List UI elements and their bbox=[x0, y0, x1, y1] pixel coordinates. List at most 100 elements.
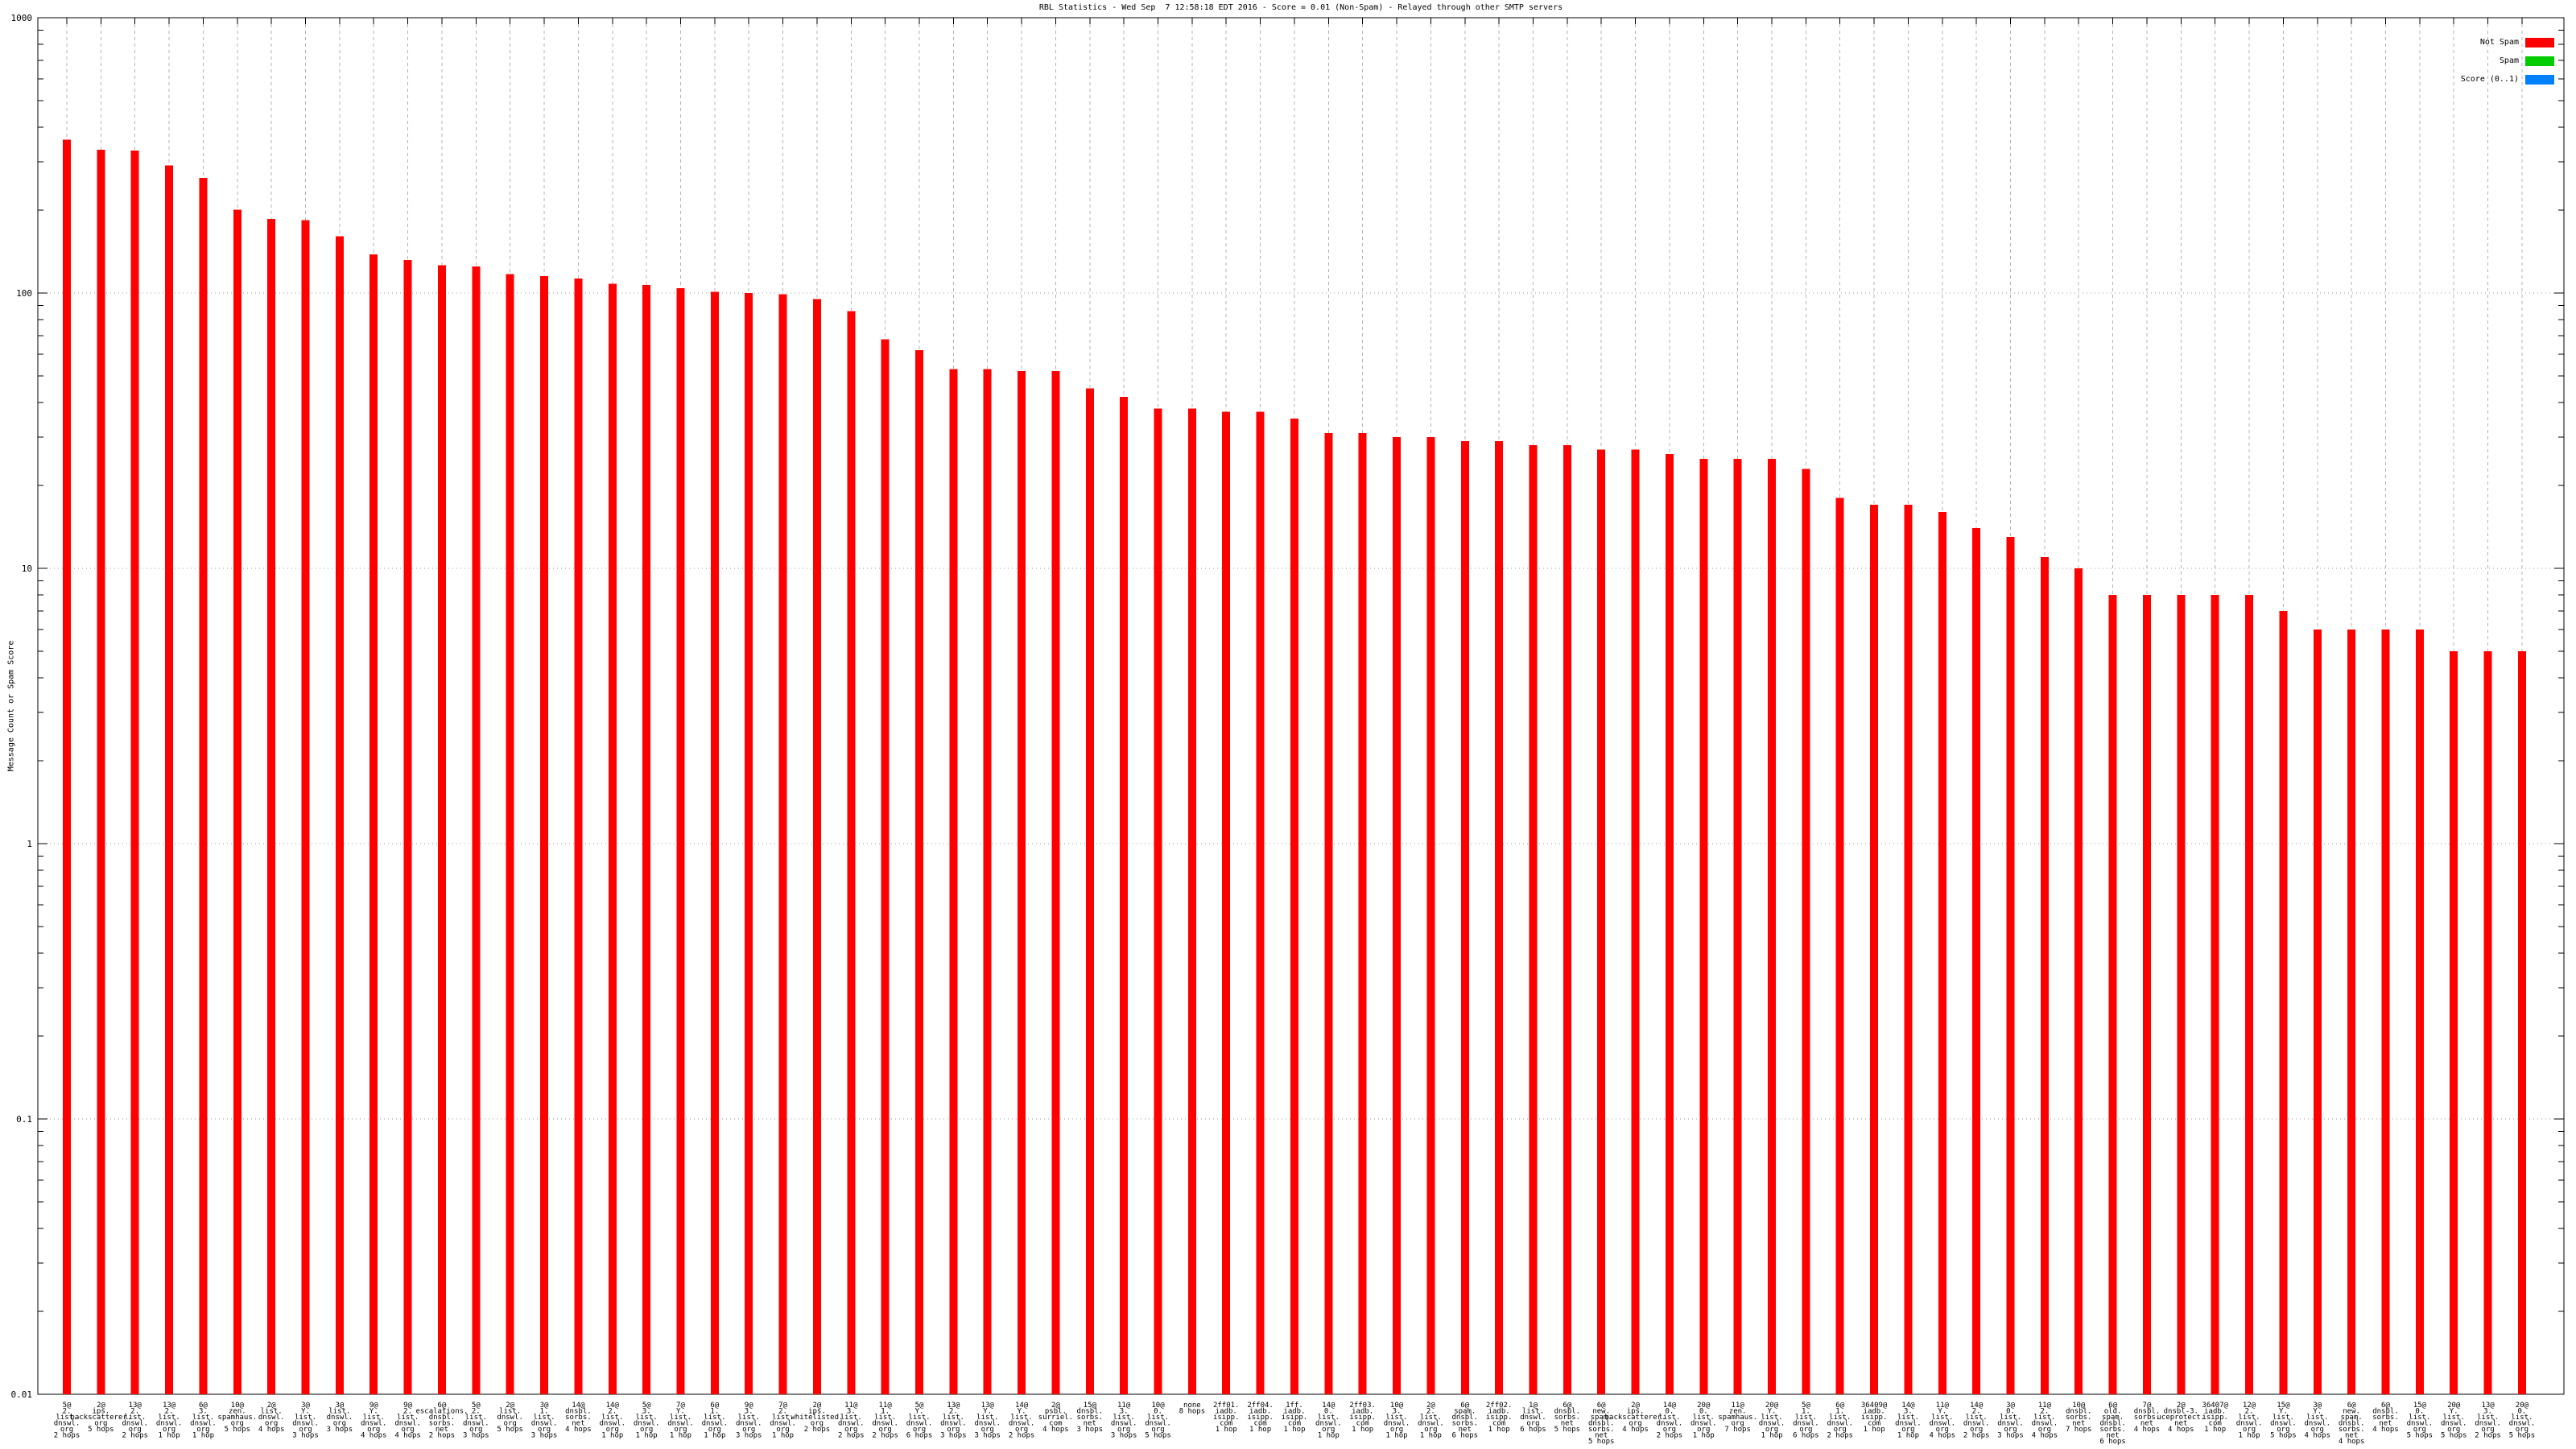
x-tick-label: 20@ Y. list. dnswl. org 5 hops bbox=[2441, 1402, 2467, 1440]
x-tick-label: 10@ dnsbl. sorbs. net 7 hops bbox=[2066, 1402, 2092, 1434]
bar bbox=[165, 165, 174, 1394]
bar bbox=[745, 293, 753, 1394]
bar bbox=[2040, 556, 2049, 1394]
bar bbox=[2142, 595, 2151, 1394]
x-tick-label: 15@ Y. list. dnswl. org 5 hops bbox=[2270, 1402, 2297, 1440]
x-tick-label: 9@ Y. list. dnswl. org 4 hops bbox=[361, 1402, 387, 1440]
x-tick-label: 2@ 2. list. dnswl. org 1 hop bbox=[1418, 1402, 1444, 1440]
x-tick-label: 36407@ iadb. isipp. com 1 hop bbox=[2202, 1402, 2228, 1434]
bar bbox=[1699, 458, 1708, 1394]
bar bbox=[1597, 449, 1606, 1394]
x-tick-label: 6@ dnsbl. sorbs. net 5 hops bbox=[1554, 1402, 1581, 1434]
bar bbox=[608, 283, 617, 1394]
bar bbox=[710, 291, 719, 1394]
x-tick-label: 11@ zen. spamhaus. org 7 hops bbox=[1718, 1402, 1757, 1434]
x-tick-label: 9@ 2. list. dnswl. org 4 hops bbox=[394, 1402, 421, 1440]
x-tick-label: 6@ 3. list. dnswl. org 1 hop bbox=[190, 1402, 217, 1440]
bar bbox=[1393, 436, 1402, 1395]
bar bbox=[642, 284, 651, 1395]
bar bbox=[1495, 440, 1504, 1394]
x-tick-label: 11@ Y. list. dnswl. org 4 hops bbox=[1930, 1402, 1956, 1440]
bar bbox=[2279, 610, 2288, 1394]
bar bbox=[1018, 371, 1026, 1395]
x-tick-label: 13@ 2. list. dnswl. org 3 hops bbox=[940, 1402, 967, 1440]
x-tick-label: 5@ 1. list. dnswl. org 6 hops bbox=[1793, 1402, 1819, 1440]
x-tick-label: 20@ 0. list. dnswl. org 5 hops bbox=[2509, 1402, 2536, 1440]
x-tick-label: 5@ 2. list. dnswl. org 3 hops bbox=[463, 1402, 489, 1440]
bar bbox=[2006, 537, 2015, 1394]
bar bbox=[2347, 629, 2356, 1394]
x-tick-label: 2@ ips. backscatterer. org 4 hops bbox=[1605, 1402, 1666, 1434]
bar bbox=[881, 339, 890, 1394]
x-tick-label: 10@ zen. spamhaus. org 5 hops bbox=[217, 1402, 257, 1434]
x-tick-label: 6@ 1. list. dnswl. org 2 hops bbox=[1827, 1402, 1853, 1440]
x-tick-label: 3@ list. dnswl. org 3 hops bbox=[327, 1402, 353, 1434]
y-tick-label: 1000 bbox=[11, 13, 33, 23]
x-tick-label: 5@ Y. list. dnswl. org 6 hops bbox=[906, 1402, 933, 1440]
x-tick-label: 13@ 3. list. dnswl. org 2 hops bbox=[2475, 1402, 2501, 1440]
x-tick-label: 6@ new. spam. dnsbl. sorbs. net 4 hops bbox=[2339, 1402, 2365, 1446]
x-tick-label: 2@ list. dnswl. org 5 hops bbox=[497, 1402, 523, 1434]
bar bbox=[1154, 408, 1162, 1395]
x-tick-label: 13@ 2. list. dnswl. org 1 hop bbox=[156, 1402, 183, 1440]
bar bbox=[1187, 408, 1196, 1395]
bar bbox=[130, 151, 139, 1394]
not-spam-swatch bbox=[2525, 37, 2554, 47]
bar bbox=[233, 209, 242, 1395]
bar bbox=[1665, 454, 1674, 1394]
x-tick-label: 1@ list. dnswl. org 6 hops bbox=[1520, 1402, 1546, 1434]
legend: Not Spam Spam Score (0..1) bbox=[2461, 33, 2554, 89]
bar bbox=[97, 149, 105, 1395]
bar bbox=[437, 265, 446, 1394]
bar bbox=[540, 276, 549, 1394]
bar bbox=[1529, 445, 1538, 1394]
x-tick-label: 11@ 1. list. dnswl. org 2 hops bbox=[872, 1402, 898, 1440]
bar bbox=[2074, 568, 2083, 1394]
bar bbox=[1324, 432, 1333, 1394]
x-tick-label: 2ff02. iadb. isipp. com 1 hop bbox=[1486, 1402, 1513, 1434]
bar bbox=[369, 254, 378, 1394]
bar bbox=[2450, 650, 2458, 1394]
bar bbox=[676, 288, 685, 1395]
legend-label-spam: Spam bbox=[2499, 56, 2519, 65]
bar bbox=[778, 294, 787, 1394]
x-tick-label: 14@ 2. list. dnswl. org 1 hop bbox=[600, 1402, 626, 1440]
bar bbox=[1222, 411, 1231, 1394]
x-tick-label: 3@ Y. list. dnswl. org 4 hops bbox=[2305, 1402, 2331, 1440]
bar bbox=[335, 236, 344, 1394]
bar bbox=[506, 274, 514, 1395]
bar bbox=[301, 220, 310, 1394]
x-tick-label: 11@ 3. list. dnswl. org 3 hops bbox=[1111, 1402, 1137, 1440]
bar bbox=[2211, 595, 2219, 1394]
x-tick-label: 7@ 2. list. dnswl. org 1 hop bbox=[770, 1402, 796, 1440]
bar bbox=[1733, 458, 1742, 1394]
bar bbox=[812, 299, 821, 1394]
x-tick-label: 2@ ips. backscatterer. org 5 hops bbox=[70, 1402, 131, 1434]
bar bbox=[915, 350, 923, 1394]
legend-label-score: Score (0..1) bbox=[2460, 75, 2519, 84]
x-tick-label: 2ff01. iadb. isipp. com 1 hop bbox=[1213, 1402, 1240, 1434]
bar bbox=[1904, 505, 1913, 1394]
x-tick-label: 11@ 2. list. dnswl. org 4 hops bbox=[2032, 1402, 2058, 1440]
bar bbox=[1358, 432, 1367, 1394]
bar bbox=[1631, 449, 1640, 1394]
x-tick-label: 20@ Y. list. dnswl. org 1 hop bbox=[1759, 1402, 1785, 1440]
bar bbox=[403, 259, 412, 1395]
bar bbox=[1938, 512, 1946, 1395]
x-tick-label: none 8 hops bbox=[1179, 1402, 1206, 1416]
x-tick-label: 2@ list. dnswl. org 4 hops bbox=[258, 1402, 285, 1434]
bar bbox=[2177, 595, 2186, 1394]
y-axis-title: Message Count or Spam Score bbox=[6, 640, 16, 772]
bar bbox=[949, 369, 958, 1395]
bar bbox=[199, 177, 208, 1395]
bar bbox=[2108, 595, 2117, 1394]
bar bbox=[63, 139, 71, 1395]
x-tick-label: 3@ 1. list. dnswl. org 3 hops bbox=[531, 1402, 558, 1440]
x-tick-label: 14@ dnsbl. sorbs. net 4 hops bbox=[565, 1402, 592, 1434]
x-tick-label: 13@ 2. list. dnswl. org 2 hops bbox=[122, 1402, 148, 1440]
x-tick-label: 36409@ iadb. isipp. com 1 hop bbox=[1861, 1402, 1888, 1434]
bar bbox=[1256, 411, 1265, 1394]
x-tick-label: 15@ 0. list. dnswl. org 5 hops bbox=[2407, 1402, 2434, 1440]
x-tick-label: 6@ 1. list. dnswl. org 1 hop bbox=[702, 1402, 729, 1440]
